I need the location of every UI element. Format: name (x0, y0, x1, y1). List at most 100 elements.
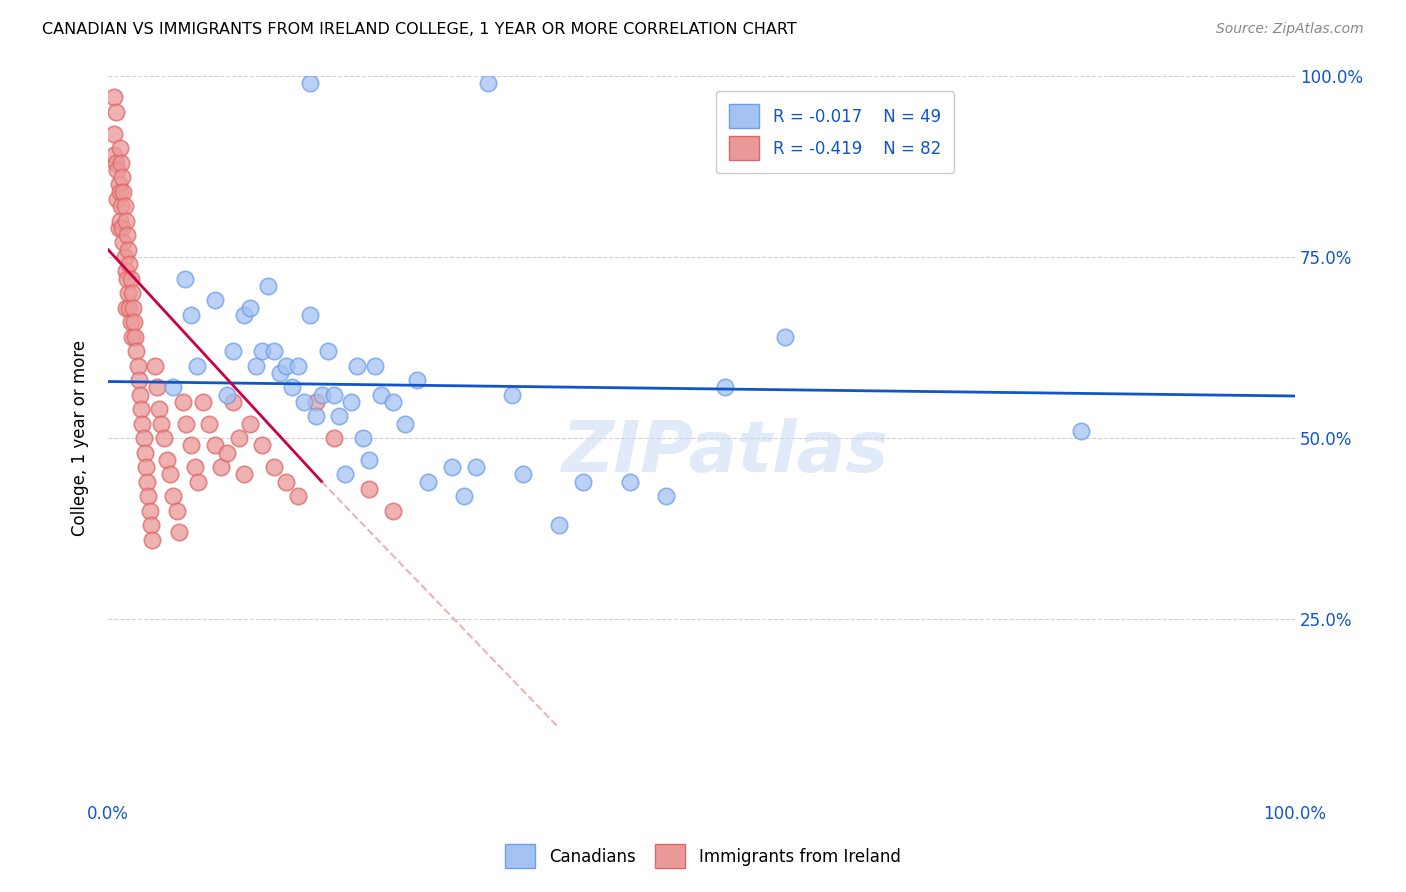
Point (129, 402, 152, 417)
Point (122, 301, 145, 315)
Point (274, 359, 297, 373)
Point (112, 235, 135, 250)
Point (145, 380, 167, 394)
Point (103, 90, 125, 104)
Point (263, 460, 285, 475)
Point (381, 503, 404, 517)
Point (107, 162, 129, 177)
Point (257, 278, 280, 293)
Point (269, 366, 291, 380)
Point (204, 293, 226, 308)
Point (245, 359, 267, 373)
Point (274, 475, 297, 489)
Point (162, 489, 184, 503)
Point (150, 417, 173, 431)
Point (572, 475, 595, 489)
Point (114, 264, 136, 278)
Point (183, 460, 205, 475)
Point (191, 394, 214, 409)
Point (152, 431, 174, 445)
Point (477, 76, 499, 90)
Point (108, 141, 131, 155)
Point (370, 387, 392, 401)
Point (148, 402, 170, 417)
Point (129, 387, 152, 401)
Point (239, 417, 262, 431)
Point (174, 271, 197, 285)
Point (125, 344, 148, 359)
Point (107, 192, 129, 206)
Point (107, 178, 129, 192)
Point (263, 344, 285, 359)
Point (139, 518, 162, 533)
Point (159, 467, 181, 482)
Point (108, 213, 131, 227)
Point (110, 155, 132, 169)
Point (145, 359, 167, 373)
Point (228, 431, 250, 445)
Point (381, 394, 404, 409)
Point (115, 271, 138, 285)
Point (180, 308, 202, 322)
Point (103, 127, 125, 141)
Point (114, 301, 136, 315)
Point (221, 344, 243, 359)
Point (167, 525, 190, 540)
Point (124, 329, 146, 343)
Point (105, 104, 128, 119)
Point (121, 286, 143, 301)
Point (108, 185, 131, 199)
Point (114, 250, 136, 264)
Y-axis label: College, 1 year or more: College, 1 year or more (72, 340, 89, 536)
Point (305, 409, 328, 424)
Point (138, 489, 160, 503)
Point (352, 431, 374, 445)
Point (176, 417, 198, 431)
Point (198, 417, 221, 431)
Point (117, 243, 139, 257)
Point (418, 475, 440, 489)
Point (110, 199, 132, 213)
Point (166, 503, 188, 517)
Point (287, 489, 309, 503)
Point (204, 438, 226, 452)
Point (359, 452, 381, 467)
Point (115, 227, 138, 242)
Point (298, 308, 321, 322)
Point (117, 286, 139, 301)
Point (180, 438, 202, 452)
Point (655, 489, 678, 503)
Legend: R = -0.017    N = 49, R = -0.419    N = 82: R = -0.017 N = 49, R = -0.419 N = 82 (716, 91, 955, 173)
Point (127, 359, 149, 373)
Point (239, 301, 262, 315)
Point (187, 475, 209, 489)
Point (1070, 424, 1092, 438)
Point (322, 387, 344, 401)
Point (252, 344, 274, 359)
Point (359, 482, 381, 496)
Point (114, 213, 136, 227)
Point (105, 155, 128, 169)
Point (311, 387, 333, 401)
Point (322, 431, 344, 445)
Point (405, 373, 427, 387)
Point (215, 387, 238, 401)
Point (162, 380, 184, 394)
Point (714, 380, 737, 394)
Point (394, 417, 416, 431)
Point (346, 359, 368, 373)
Point (465, 460, 488, 475)
Point (131, 417, 153, 431)
Point (619, 475, 641, 489)
Point (328, 409, 350, 424)
Point (453, 489, 475, 503)
Text: CANADIAN VS IMMIGRANTS FROM IRELAND COLLEGE, 1 YEAR OR MORE CORRELATION CHART: CANADIAN VS IMMIGRANTS FROM IRELAND COLL… (42, 22, 797, 37)
Point (128, 373, 150, 387)
Point (135, 460, 157, 475)
Point (287, 359, 309, 373)
Point (136, 475, 159, 489)
Legend: Canadians, Immigrants from Ireland: Canadians, Immigrants from Ireland (499, 838, 907, 875)
Point (112, 185, 135, 199)
Point (512, 467, 534, 482)
Point (132, 431, 155, 445)
